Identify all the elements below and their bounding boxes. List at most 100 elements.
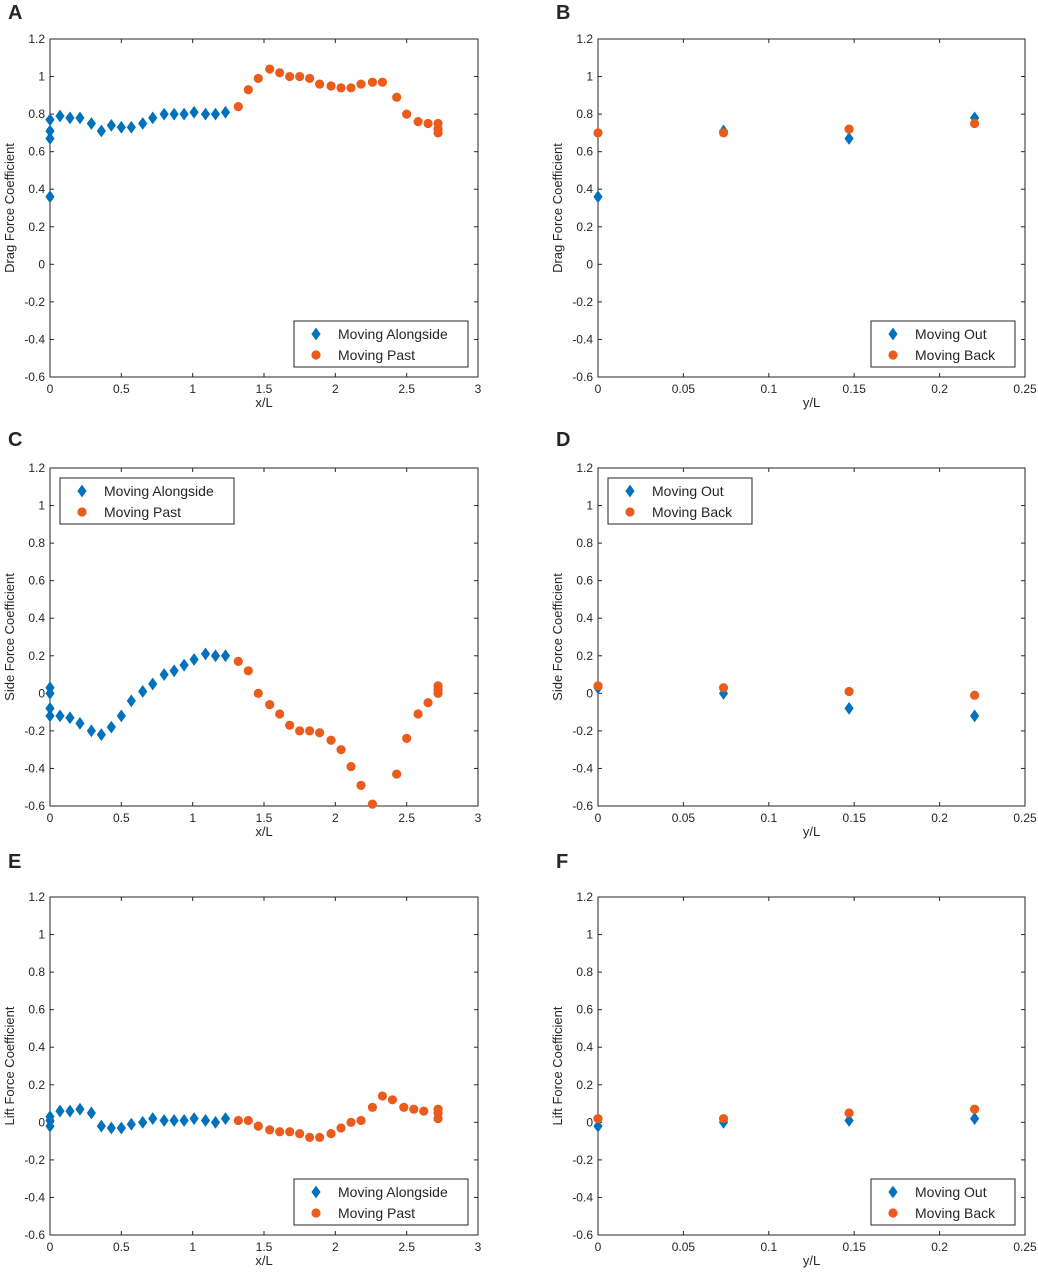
data-point [392, 92, 402, 102]
legend-marker [888, 1185, 898, 1199]
legend: Moving Out Moving Back [870, 1178, 1016, 1226]
x-tick-label: 2.5 [398, 811, 415, 825]
panel-C: C 0 0.5 1 1.5 2 2.5 3 -0.6 -0.4 -0.2 0 0.2 0.4 0.6 0.8 1… [2, 429, 482, 839]
y-tick-label: -0.2 [572, 1153, 593, 1167]
panel-letter: A [8, 2, 22, 24]
legend-box [59, 477, 235, 525]
legend-label: Moving Alongside [338, 1184, 448, 1200]
data-point [55, 1104, 65, 1118]
data-point [148, 1112, 158, 1125]
data-point [233, 102, 243, 112]
y-tick-label: 0.8 [576, 536, 593, 550]
x-tick-label: 0.15 [843, 382, 867, 396]
y-tick-label: -0.4 [24, 332, 45, 346]
legend-label: Moving Out [915, 1184, 987, 1200]
y-tick-label: 0 [586, 1115, 593, 1129]
panel-letter: E [8, 851, 21, 873]
series-moving-alongside [45, 647, 231, 742]
data-point [409, 1104, 419, 1114]
series-moving-back [593, 681, 980, 700]
y-tick-label: 1 [586, 499, 593, 513]
data-point [315, 728, 325, 738]
data-point [265, 1125, 275, 1135]
data-point [844, 132, 854, 145]
data-point [220, 1112, 231, 1125]
data-point [159, 668, 169, 681]
x-tick-label: 3 [475, 382, 482, 396]
y-tick-label: 0.2 [576, 220, 593, 234]
legend: Moving Out Moving Back [607, 477, 753, 525]
data-point [65, 1104, 75, 1118]
data-point [295, 726, 305, 736]
legend: Moving Alongside Moving Past [293, 1178, 469, 1226]
panel-letter: D [556, 429, 570, 451]
y-axis-label: Lift Force Coefficient [2, 1006, 17, 1125]
data-point [55, 109, 65, 123]
y-tick-label: -0.2 [572, 295, 593, 309]
y-tick-label: -0.2 [24, 724, 45, 738]
data-point [65, 711, 75, 725]
data-point [75, 1102, 85, 1116]
data-point [138, 1115, 148, 1129]
data-point [423, 118, 433, 129]
y-tick-label: 0.4 [576, 611, 593, 625]
legend-label: Moving Back [915, 347, 996, 363]
data-point [718, 1113, 729, 1124]
data-point [106, 720, 116, 734]
x-tick-label: 3 [475, 1240, 482, 1254]
y-tick-label: -0.6 [572, 799, 593, 813]
data-point [116, 709, 126, 723]
x-tick-label: 1.5 [256, 811, 273, 825]
panel-letter: F [556, 851, 568, 873]
data-point [126, 1117, 136, 1131]
data-point [402, 733, 412, 744]
legend-label: Moving Past [338, 347, 415, 363]
x-axis-label: y/L [803, 395, 820, 410]
y-axis-label: Side Force Coefficient [550, 573, 565, 701]
data-point [433, 681, 443, 691]
x-tick-label: 0.5 [113, 811, 130, 825]
y-axis-label: Lift Force Coefficient [550, 1006, 565, 1125]
panel-D: D 0 0.05 0.1 0.15 0.2 0.25 -0.6 -0.4 -0.2 0 0.2 0.4 0… [550, 429, 1037, 839]
x-tick-label: 0 [47, 382, 54, 396]
data-point [346, 83, 356, 93]
y-tick-label: 0.2 [28, 649, 45, 663]
data-point [86, 724, 96, 738]
y-tick-label: 1 [38, 499, 45, 513]
y-tick-label: 0 [38, 257, 45, 271]
y-tick-label: 1 [38, 928, 45, 942]
legend-label: Moving Back [652, 504, 733, 520]
x-tick-label: 1.5 [256, 1240, 273, 1254]
data-point [169, 107, 179, 121]
legend-marker [311, 350, 321, 360]
data-point [295, 1129, 305, 1139]
data-point [45, 190, 55, 204]
data-point [844, 1108, 854, 1118]
data-point [305, 1132, 315, 1142]
y-tick-label: 0.4 [28, 1040, 45, 1054]
data-point [45, 1110, 55, 1124]
data-point [210, 649, 221, 663]
data-point [305, 73, 315, 84]
data-point [96, 124, 106, 138]
y-axis-label: Drag Force Coefficient [550, 143, 565, 273]
data-point [189, 1112, 199, 1125]
legend-marker [625, 507, 635, 517]
x-tick-label: 0.25 [1013, 811, 1037, 825]
y-tick-label: 0.8 [28, 536, 45, 550]
data-point [45, 132, 55, 145]
x-tick-label: 0 [47, 811, 54, 825]
data-point [402, 109, 412, 119]
y-tick-label: -0.6 [572, 370, 593, 384]
data-point [75, 111, 85, 125]
data-point [265, 700, 275, 710]
data-point [326, 1129, 336, 1139]
y-tick-label: 0.6 [28, 574, 45, 588]
x-tick-label: 0.5 [113, 382, 130, 396]
x-tick-label: 0.05 [672, 811, 696, 825]
legend-box [293, 320, 469, 368]
data-point [210, 107, 221, 121]
data-point [65, 111, 75, 125]
legend-box [293, 1178, 469, 1226]
